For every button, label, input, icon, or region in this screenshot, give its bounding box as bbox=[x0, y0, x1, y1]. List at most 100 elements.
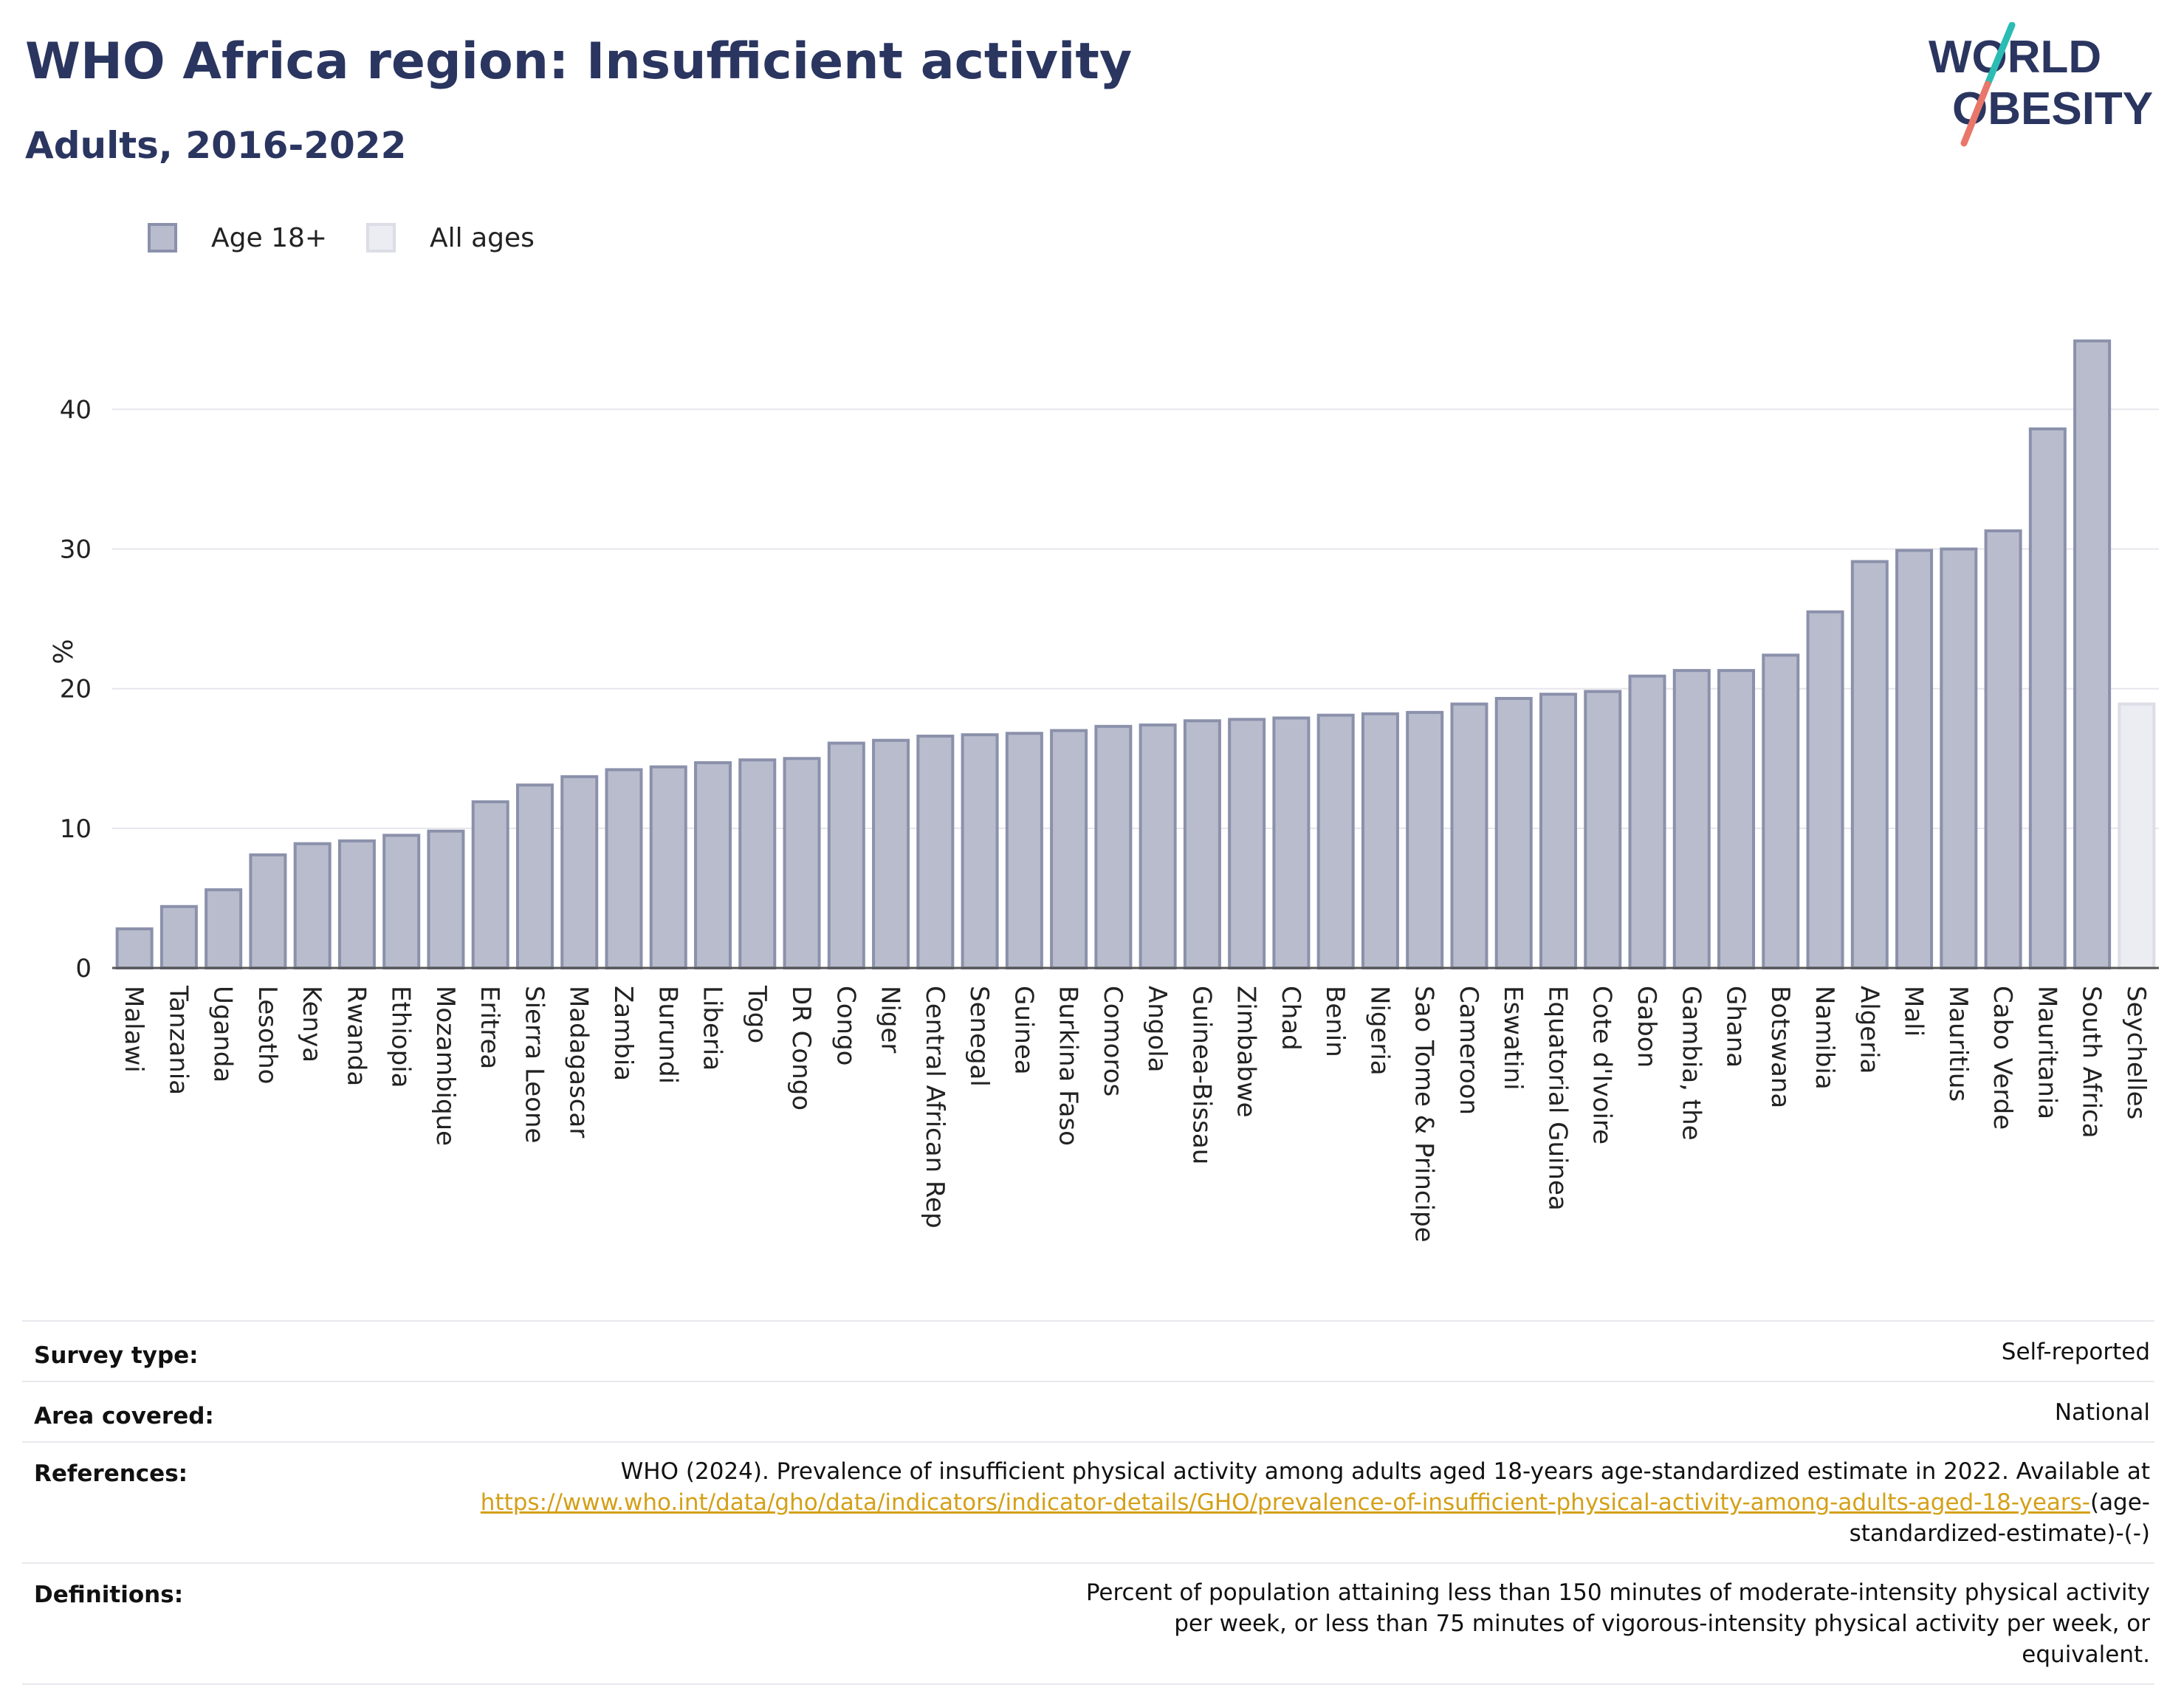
x-tick-label: Tanzania bbox=[163, 985, 193, 1095]
bar bbox=[961, 733, 999, 969]
x-tick-label: DR Congo bbox=[786, 986, 816, 1110]
bar bbox=[515, 783, 554, 969]
references-row: References: WHO (2024). Prevalence of in… bbox=[22, 1442, 2154, 1564]
bar bbox=[827, 741, 865, 969]
x-tick-label: South Africa bbox=[2077, 986, 2106, 1139]
x-tick-label: Namibia bbox=[1810, 986, 1839, 1090]
bar bbox=[694, 761, 732, 969]
x-tick-label: Mauritania bbox=[2032, 986, 2061, 1119]
references-link[interactable]: https://www.who.int/data/gho/data/indica… bbox=[480, 1489, 2090, 1516]
legend-label-age18: Age 18+ bbox=[211, 223, 328, 253]
x-tick-label: Congo bbox=[831, 986, 860, 1065]
logo-line-1: WORLD bbox=[1929, 32, 2101, 83]
bar bbox=[159, 904, 198, 969]
x-tick-label: Niger bbox=[876, 986, 905, 1053]
x-tick-label: Central African Rep bbox=[920, 986, 950, 1229]
x-tick-label: Comoros bbox=[1098, 986, 1127, 1096]
bar bbox=[205, 888, 243, 969]
bar bbox=[1050, 729, 1088, 970]
x-tick-label: Cote d'Ivoire bbox=[1587, 986, 1617, 1144]
x-tick-label: Mali bbox=[1899, 986, 1929, 1037]
x-tick-label: Cabo Verde bbox=[1988, 986, 2017, 1130]
bar bbox=[1094, 724, 1133, 969]
bar bbox=[427, 829, 465, 969]
bar bbox=[1984, 529, 2022, 969]
bar-chart: 0 10 20 30 40% Malawi Tanzania Uganda Lesotho Ken… bbox=[47, 339, 2159, 1243]
bar bbox=[738, 758, 777, 969]
bar bbox=[605, 768, 643, 970]
bar bbox=[1183, 719, 1221, 969]
bar bbox=[1450, 702, 1488, 969]
area-covered-value: National bbox=[448, 1381, 2154, 1443]
bar bbox=[916, 735, 955, 969]
logo-slash-teal bbox=[1984, 22, 2016, 88]
bar bbox=[1940, 547, 1978, 969]
definitions-value: Percent of population attaining less tha… bbox=[448, 1563, 2154, 1685]
y-axis-label: % bbox=[47, 639, 77, 664]
x-tick-label: Cameroon bbox=[1454, 986, 1483, 1115]
x-tick-label: Kenya bbox=[297, 986, 326, 1062]
logo-slash-coral bbox=[1960, 80, 1991, 147]
x-tick-label: Benin bbox=[1320, 986, 1350, 1057]
x-tick-label: Nigeria bbox=[1364, 986, 1394, 1076]
survey-type-label: Survey type: bbox=[22, 1320, 448, 1382]
bar bbox=[649, 765, 687, 969]
x-tick-label: Equatorial Guinea bbox=[1542, 986, 1572, 1211]
legend-label-all-ages: All ages bbox=[430, 223, 535, 253]
bar bbox=[1672, 669, 1711, 970]
x-tick-label: Mozambique bbox=[430, 986, 460, 1146]
info-table: Survey type: Self-reported Area covered:… bbox=[22, 1320, 2154, 1685]
survey-type-row: Survey type: Self-reported bbox=[22, 1320, 2154, 1382]
y-tick-label: 30 bbox=[60, 535, 92, 565]
x-tick-label: Rwanda bbox=[341, 986, 371, 1086]
world-obesity-logo: WORLD OBESITY bbox=[1929, 22, 2153, 147]
definitions-row: Definitions: Percent of population attai… bbox=[22, 1563, 2154, 1685]
x-tick-label: Gambia, the bbox=[1676, 986, 1706, 1141]
area-covered-label: Area covered: bbox=[22, 1381, 448, 1443]
bar bbox=[471, 800, 509, 969]
bar bbox=[1272, 716, 1311, 969]
x-tick-label: Sao Tome & Principe bbox=[1409, 986, 1439, 1243]
y-tick-label: 40 bbox=[60, 395, 92, 425]
bar bbox=[337, 839, 376, 970]
references-value: WHO (2024). Prevalence of insufficient p… bbox=[448, 1442, 2154, 1564]
bar bbox=[1361, 712, 1399, 970]
x-tick-label: Togo bbox=[742, 985, 772, 1043]
x-tick-label: Seychelles bbox=[2121, 986, 2151, 1119]
x-tick-label: Malawi bbox=[119, 986, 148, 1073]
survey-type-value: Self-reported bbox=[448, 1320, 2154, 1382]
bar bbox=[1539, 693, 1577, 969]
definitions-text: Percent of population attaining less tha… bbox=[1085, 1579, 2150, 1668]
bar bbox=[872, 738, 910, 970]
bar bbox=[1316, 713, 1355, 970]
bar bbox=[293, 842, 332, 970]
area-covered-row: Area covered: National bbox=[22, 1381, 2154, 1443]
x-tick-label: Eritrea bbox=[475, 986, 504, 1069]
y-tick-label: 0 bbox=[75, 954, 92, 983]
bar bbox=[1850, 560, 1889, 969]
bar bbox=[1406, 710, 1444, 969]
x-tick-label: Botswana bbox=[1765, 986, 1795, 1108]
references-suffix: (age-standardized-estimate)-(-) bbox=[1849, 1489, 2150, 1547]
x-tick-label: Ghana bbox=[1721, 986, 1751, 1068]
x-tick-label: Chad bbox=[1276, 986, 1305, 1051]
bar bbox=[1895, 549, 1934, 969]
chart-title: WHO Africa region: Insufficient activity bbox=[25, 32, 1133, 91]
bar bbox=[783, 757, 821, 970]
x-tick-label: Lesotho bbox=[253, 986, 282, 1084]
y-tick-label: 20 bbox=[60, 675, 92, 704]
references-text: WHO (2024). Prevalence of insufficient p… bbox=[620, 1458, 2150, 1485]
x-tick-label: Ethiopia bbox=[386, 986, 416, 1088]
bar bbox=[1228, 718, 1266, 969]
x-tick-label: Eswatini bbox=[1498, 986, 1528, 1091]
definitions-label: Definitions: bbox=[22, 1563, 448, 1685]
x-tick-label: Algeria bbox=[1854, 986, 1883, 1074]
x-tick-label: Burundi bbox=[653, 986, 682, 1084]
x-tick-label: Gabon bbox=[1632, 986, 1661, 1068]
x-tick-label: Guinea bbox=[1009, 986, 1038, 1075]
x-tick-label: Mauritius bbox=[1943, 986, 1973, 1102]
y-tick-label: 10 bbox=[60, 814, 92, 844]
x-tick-label: Angola bbox=[1142, 986, 1172, 1072]
bar bbox=[1762, 653, 1800, 969]
legend-swatch-age18 bbox=[148, 223, 177, 253]
